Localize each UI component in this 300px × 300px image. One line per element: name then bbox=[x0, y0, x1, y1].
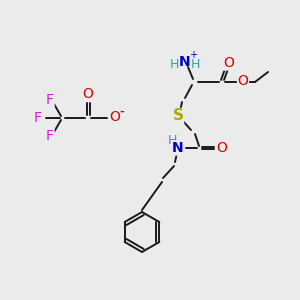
Text: O: O bbox=[224, 56, 234, 70]
Text: F: F bbox=[46, 129, 54, 143]
Text: H: H bbox=[167, 134, 177, 146]
Text: N: N bbox=[172, 141, 184, 155]
Text: O: O bbox=[110, 110, 120, 124]
Text: F: F bbox=[46, 93, 54, 107]
Text: H: H bbox=[190, 58, 200, 70]
Text: S: S bbox=[172, 109, 184, 124]
Text: F: F bbox=[34, 111, 42, 125]
Text: O: O bbox=[238, 74, 248, 88]
Text: O: O bbox=[217, 141, 227, 155]
Text: N: N bbox=[179, 55, 191, 69]
Text: O: O bbox=[82, 87, 93, 101]
Text: H: H bbox=[169, 58, 179, 70]
Text: -: - bbox=[120, 107, 124, 117]
Text: +: + bbox=[189, 50, 197, 60]
